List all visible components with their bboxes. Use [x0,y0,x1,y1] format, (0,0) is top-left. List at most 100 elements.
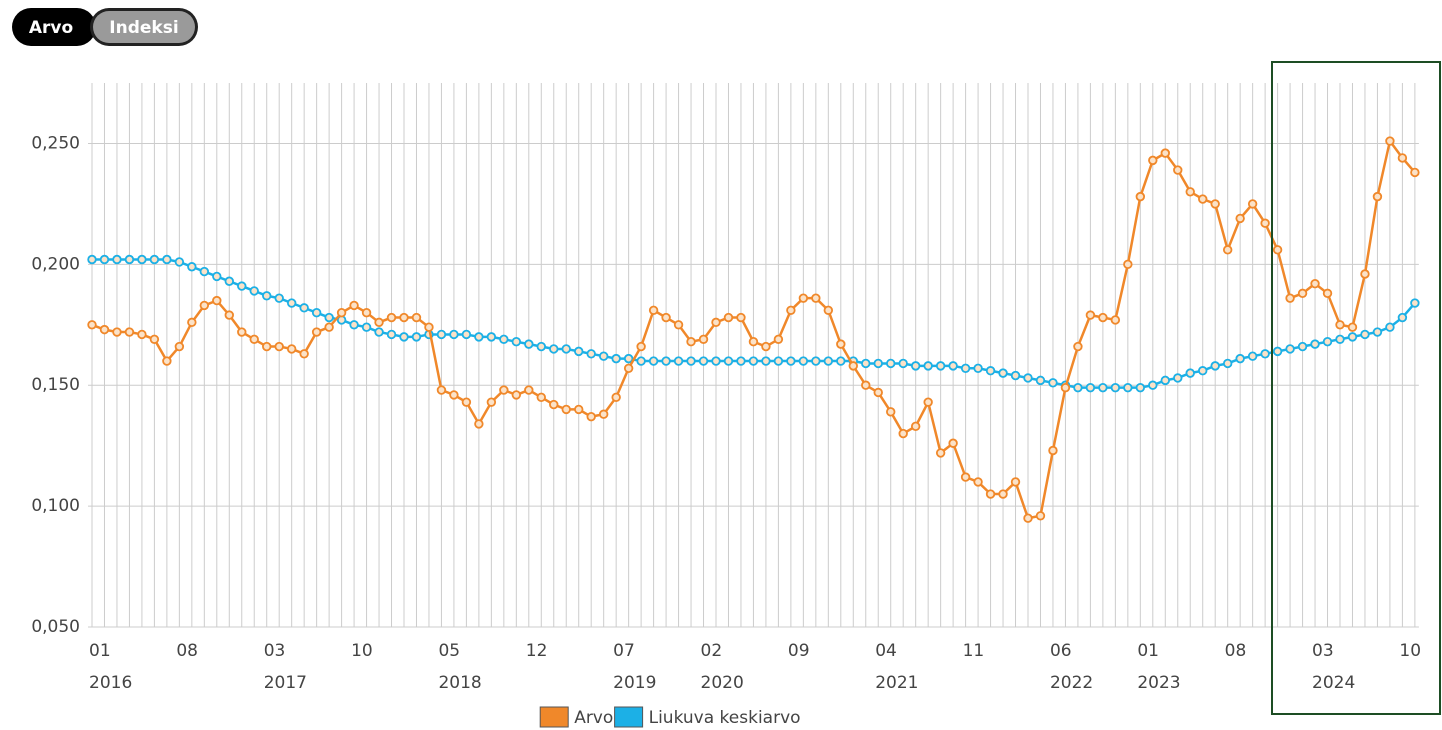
data-point [499,334,509,344]
data-point [1010,477,1021,487]
data-point [1098,382,1108,393]
data-point [536,392,546,403]
data-point [1123,382,1133,393]
legend-label: Arvo [574,708,613,728]
data-point [361,322,372,332]
x-tick-label: 01 [1137,641,1159,661]
data-point [1110,315,1121,325]
data-point [1135,191,1146,202]
data-point [461,329,472,340]
data-point [1410,167,1420,178]
button-label[interactable]: Indeksi [109,18,178,38]
data-point [973,363,983,373]
data-point [948,361,958,371]
data-point [149,254,160,265]
data-point [561,404,571,415]
data-point [761,356,771,366]
data-point [898,428,908,439]
data-point [249,334,259,344]
data-point [374,327,384,337]
data-point [436,329,447,340]
y-tick-label: 0,250 [31,133,80,153]
x-year-label: 2020 [701,673,744,693]
data-point [748,337,759,347]
data-point [661,312,671,323]
data-point [237,281,247,291]
data-point [1173,373,1183,383]
data-point [1322,288,1333,299]
data-point [960,363,971,373]
data-point [324,312,334,323]
data-point [1335,320,1345,330]
data-point [424,322,434,332]
data-point [910,361,921,371]
data-point [648,356,659,366]
data-point [1160,375,1170,386]
button-arvo[interactable] [12,8,96,46]
data-point [1235,353,1245,364]
data-point [1247,351,1258,361]
data-point [311,307,322,318]
data-point [811,293,821,303]
data-point [187,262,197,272]
data-point [212,271,222,282]
data-point [736,356,746,366]
data-point [586,411,596,422]
data-point [574,404,584,415]
data-point [786,305,796,315]
data-point [449,329,459,340]
data-point [1110,382,1121,393]
data-point [823,305,834,315]
data-point [1260,349,1270,359]
data-point [1060,382,1071,393]
data-point [1260,218,1270,228]
data-point [998,368,1008,378]
data-point [311,327,322,337]
data-point [1010,370,1021,381]
button-label[interactable]: Arvo [29,18,73,38]
data-point [574,346,584,357]
data-point [1372,191,1383,202]
data-point [411,332,422,342]
data-point [549,344,559,354]
data-point [212,295,222,306]
data-point [898,358,908,369]
data-point [511,337,522,347]
data-point [1198,366,1208,376]
data-point [561,344,571,354]
data-point [1222,245,1233,255]
data-point [199,266,210,277]
x-tick-label: 03 [1312,641,1334,661]
data-point [1247,199,1258,209]
x-tick-label: 10 [1399,641,1421,661]
data-point [1372,327,1383,337]
button-indeksi[interactable] [93,11,195,43]
data-point [1185,187,1195,197]
data-point [698,334,709,344]
data-point [474,332,484,342]
data-point [1310,278,1320,289]
data-point [686,337,696,347]
data-point [87,320,97,330]
data-point [873,387,883,398]
x-year-label: 2019 [613,673,656,693]
data-point [1360,329,1370,340]
data-point [262,341,272,352]
x-year-label: 2023 [1137,673,1180,693]
data-point [486,332,497,342]
data-point [611,392,621,403]
legend-swatch [539,706,569,728]
data-point [1048,378,1058,388]
data-point [249,286,259,296]
data-point [686,356,696,366]
data-point [673,356,684,366]
data-point [1210,361,1220,371]
data-point [1410,298,1420,308]
data-point [499,385,509,395]
data-point [1185,368,1195,378]
data-point [998,489,1008,499]
data-point [711,356,721,366]
x-year-label: 2016 [89,673,132,693]
data-point [1210,199,1220,209]
